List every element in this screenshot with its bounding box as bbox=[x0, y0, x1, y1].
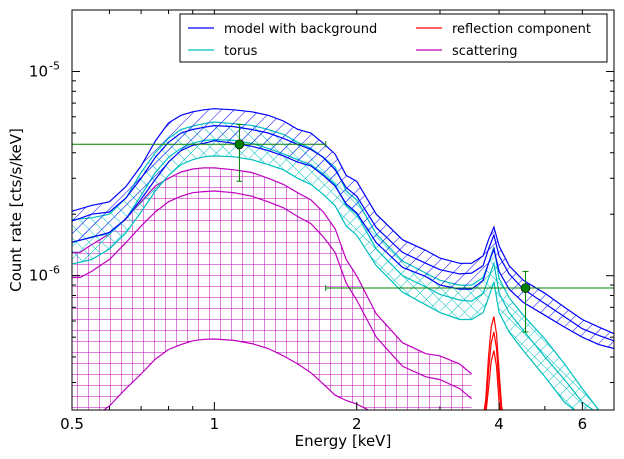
model-with-background-lower-line bbox=[72, 140, 614, 350]
x-axis-label: Energy [keV] bbox=[295, 432, 392, 450]
legend-label-reflection-component: reflection component bbox=[452, 22, 591, 37]
reflection-component-lower-line bbox=[485, 350, 501, 410]
legend-box bbox=[179, 13, 608, 63]
x-tick-label-4: 6 bbox=[578, 415, 588, 433]
x-tick-label-1: 1 bbox=[210, 415, 220, 433]
y-tick-label-0: 10 bbox=[29, 267, 48, 285]
y-tick-label-exp-0: -6 bbox=[49, 264, 60, 277]
scattering-lower-line bbox=[102, 338, 370, 410]
legend-label-model-with-background: model with background bbox=[224, 22, 377, 37]
y-tick-label-1: 10 bbox=[29, 62, 48, 80]
reflection-component-upper-line bbox=[483, 316, 503, 410]
x-tick-label-0: 0.5 bbox=[60, 415, 84, 433]
x-tick-label-3: 4 bbox=[494, 415, 504, 433]
data-point-2 bbox=[520, 283, 531, 293]
model-with-background-mid-line bbox=[72, 124, 614, 342]
scattering-band bbox=[72, 167, 472, 410]
legend-label-torus: torus bbox=[224, 44, 258, 59]
reflection-component-mid-line bbox=[484, 331, 502, 410]
data-point-1 bbox=[234, 139, 245, 150]
reflection-component-band bbox=[477, 317, 509, 419]
x-tick-label-2: 2 bbox=[352, 415, 362, 433]
legend-label-scattering: scattering bbox=[452, 44, 518, 59]
y-axis-label: Count rate [cts/s/keV] bbox=[7, 128, 25, 292]
y-tick-label-exp-1: -5 bbox=[49, 59, 60, 72]
model-with-background-upper-line bbox=[72, 108, 614, 335]
plot-frame bbox=[71, 9, 615, 411]
scattering-mid-line bbox=[72, 190, 472, 400]
legend: model with background reflection componen… bbox=[179, 13, 608, 63]
plot-area bbox=[72, 108, 614, 419]
axes: 0.5 1 2 4 610-610-5 bbox=[29, 9, 615, 433]
torus-lower-line bbox=[72, 155, 576, 410]
